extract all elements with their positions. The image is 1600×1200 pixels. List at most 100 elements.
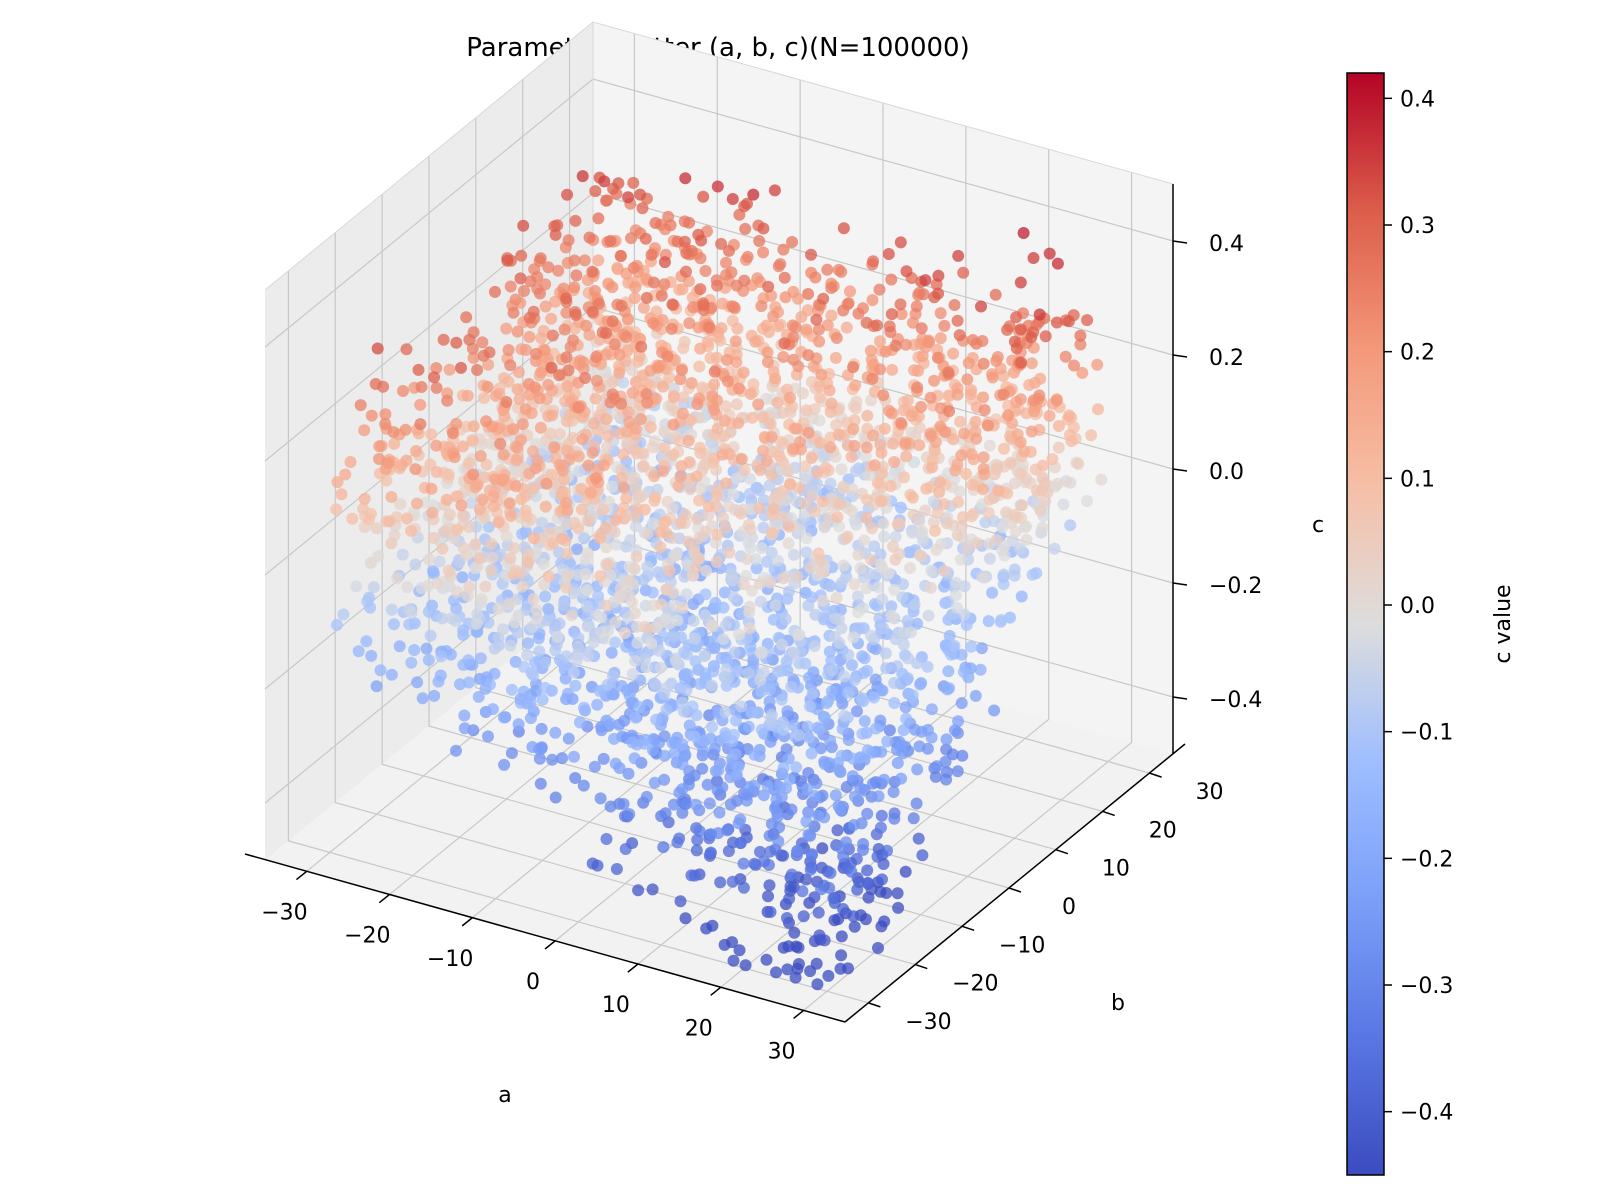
grid-line-a — [803, 172, 1133, 1011]
data-point — [428, 371, 441, 384]
data-point — [385, 537, 398, 550]
data-point — [927, 495, 940, 508]
data-point — [877, 389, 890, 402]
data-point — [775, 693, 788, 706]
data-point — [792, 958, 805, 970]
data-point — [735, 453, 748, 465]
data-point — [513, 393, 526, 406]
data-point — [739, 959, 752, 972]
data-point — [753, 484, 766, 497]
data-point — [899, 338, 912, 351]
data-point — [800, 815, 813, 828]
data-point — [352, 645, 365, 658]
data-point — [867, 429, 879, 442]
data-point — [773, 449, 786, 462]
data-point — [628, 443, 641, 456]
data-point — [519, 403, 532, 416]
data-point — [892, 901, 905, 914]
data-point — [422, 654, 435, 666]
data-point — [956, 511, 969, 524]
data-point — [671, 836, 684, 849]
data-point — [764, 576, 777, 589]
data-point — [747, 378, 760, 391]
c-tick-label: 0.0 — [1209, 460, 1244, 485]
data-point — [953, 329, 966, 342]
data-point — [949, 724, 961, 737]
data-point — [871, 477, 884, 489]
data-point — [595, 611, 608, 624]
data-point — [837, 480, 850, 493]
data-point — [807, 412, 819, 425]
data-point — [792, 941, 805, 954]
data-point — [507, 423, 520, 435]
b-tick-label: −20 — [952, 972, 998, 997]
data-point — [1076, 366, 1089, 379]
data-point — [667, 448, 680, 461]
data-point — [866, 372, 879, 385]
data-point — [717, 633, 730, 646]
data-point — [400, 343, 413, 356]
data-point — [860, 441, 873, 454]
data-point — [812, 547, 825, 560]
data-point — [924, 581, 937, 594]
data-point — [423, 553, 435, 566]
data-point — [726, 574, 739, 587]
data-point — [522, 556, 535, 569]
data-point — [573, 465, 586, 478]
data-point — [829, 612, 842, 625]
data-point — [614, 589, 627, 602]
data-point — [816, 842, 829, 855]
data-point — [530, 603, 543, 616]
data-point — [729, 714, 742, 727]
data-point — [531, 612, 543, 625]
data-point — [561, 569, 574, 582]
data-point — [919, 504, 932, 517]
data-point — [369, 378, 382, 390]
data-point — [578, 701, 590, 714]
data-point — [834, 962, 847, 975]
data-point — [741, 197, 753, 210]
data-point — [654, 541, 667, 554]
data-point — [609, 514, 622, 527]
data-point — [597, 752, 610, 765]
data-point — [440, 493, 453, 506]
data-point — [654, 526, 667, 539]
data-point — [581, 547, 594, 560]
data-point — [957, 666, 970, 678]
data-point — [929, 770, 942, 783]
data-point — [774, 435, 787, 448]
data-point — [534, 421, 547, 434]
data-point — [470, 617, 483, 630]
data-point — [715, 322, 728, 335]
data-point — [883, 404, 896, 417]
data-point — [650, 392, 663, 405]
data-point — [600, 327, 612, 340]
data-point — [894, 501, 907, 514]
data-point — [822, 969, 835, 982]
data-point — [735, 700, 748, 713]
data-point — [515, 493, 528, 506]
data-point — [667, 418, 680, 431]
data-point — [997, 388, 1010, 401]
data-point — [700, 922, 713, 935]
data-point — [977, 483, 989, 496]
data-point — [590, 374, 603, 387]
data-point — [755, 646, 768, 658]
data-point — [793, 482, 806, 494]
data-point — [539, 300, 552, 313]
data-point — [358, 492, 371, 505]
data-point — [502, 344, 515, 356]
data-point — [805, 451, 818, 464]
data-point — [520, 344, 532, 356]
data-point — [598, 175, 611, 188]
data-point — [634, 188, 647, 201]
data-point — [500, 396, 513, 408]
data-point — [580, 319, 593, 332]
data-point — [848, 673, 861, 686]
data-point — [861, 864, 874, 877]
data-point — [895, 308, 908, 321]
data-point — [848, 790, 861, 803]
data-point — [785, 803, 798, 816]
data-point — [1039, 494, 1052, 507]
